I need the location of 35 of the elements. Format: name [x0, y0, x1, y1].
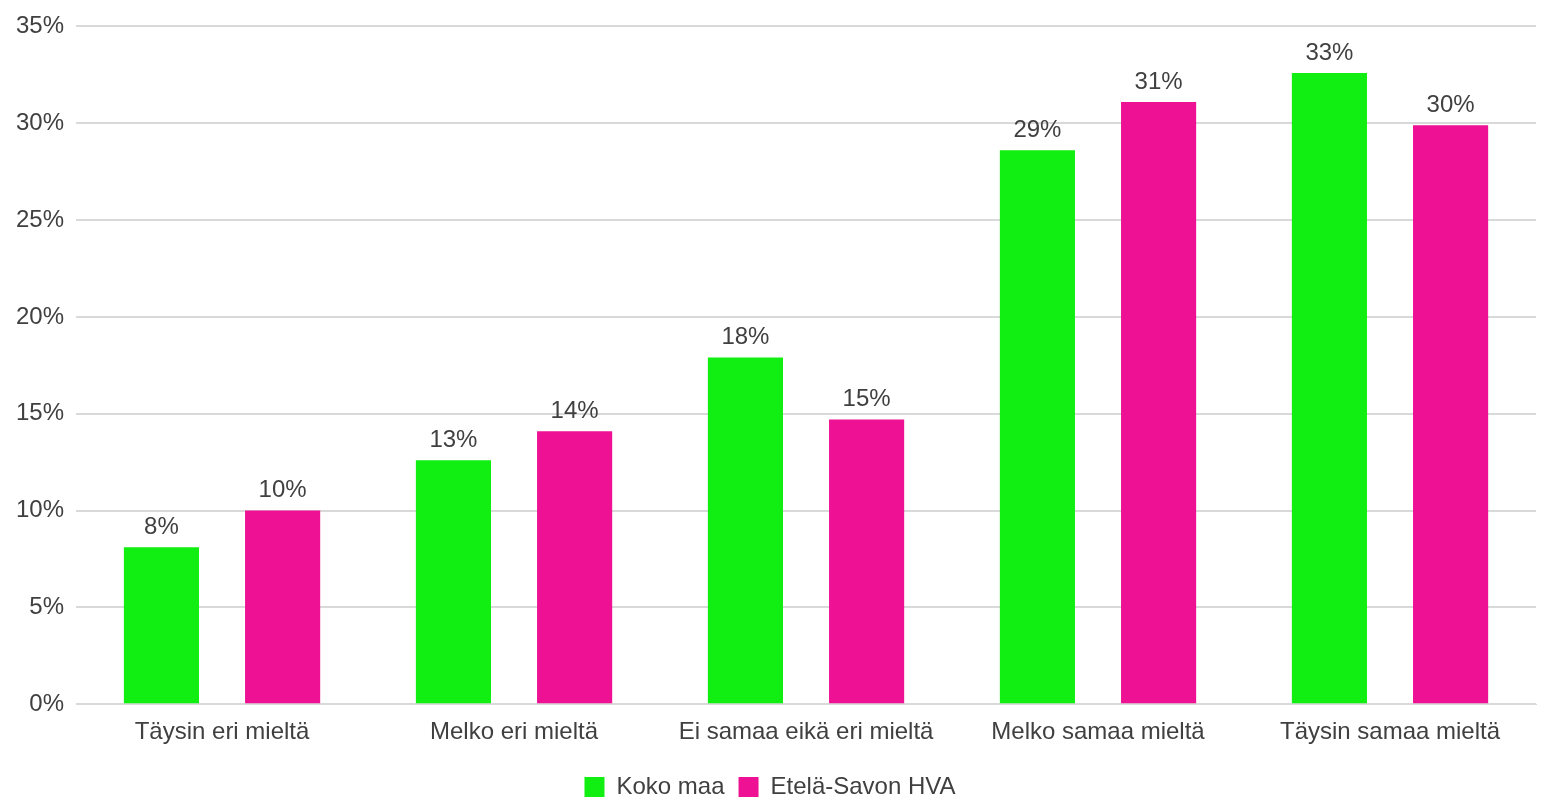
data-label: 30%	[1426, 89, 1475, 117]
data-label: 14%	[550, 395, 599, 423]
y-tick-label: 20%	[15, 301, 65, 329]
x-tick-label: Ei samaa eikä eri mieltä	[678, 717, 935, 745]
bar	[999, 150, 1075, 704]
data-label: 33%	[1305, 37, 1354, 65]
y-tick-label: 35%	[15, 11, 65, 39]
data-label: 13%	[429, 424, 478, 452]
bar	[245, 510, 321, 704]
y-tick-label: 25%	[15, 204, 65, 232]
bar	[829, 419, 905, 704]
data-label: 18%	[721, 322, 770, 350]
x-tick-label: Täysin eri mieltä	[134, 717, 311, 745]
data-label: 8%	[144, 511, 179, 539]
bar	[1413, 125, 1489, 704]
data-label: 31%	[1134, 66, 1183, 94]
data-label: 15%	[842, 384, 891, 412]
bar	[707, 357, 783, 704]
legend-label: Etelä-Savon HVA	[770, 771, 956, 799]
y-tick-label: 5%	[29, 592, 65, 619]
y-tick-label: 15%	[15, 398, 65, 426]
bar	[1121, 101, 1197, 704]
x-tick-label: Täysin samaa mieltä	[1279, 717, 1501, 745]
bar	[123, 547, 200, 704]
x-tick-label: Melko eri mieltä	[430, 717, 599, 745]
data-label: 10%	[258, 475, 307, 503]
y-tick-label: 0%	[29, 688, 65, 716]
data-label: 29%	[1013, 114, 1062, 142]
x-tick-label: Melko samaa mieltä	[991, 717, 1206, 745]
y-tick-label: 30%	[15, 107, 65, 135]
bar	[537, 431, 613, 704]
bar	[1291, 72, 1367, 704]
bar	[415, 460, 491, 704]
y-tick-label: 10%	[15, 495, 65, 523]
legend-label: Koko maa	[616, 771, 726, 799]
